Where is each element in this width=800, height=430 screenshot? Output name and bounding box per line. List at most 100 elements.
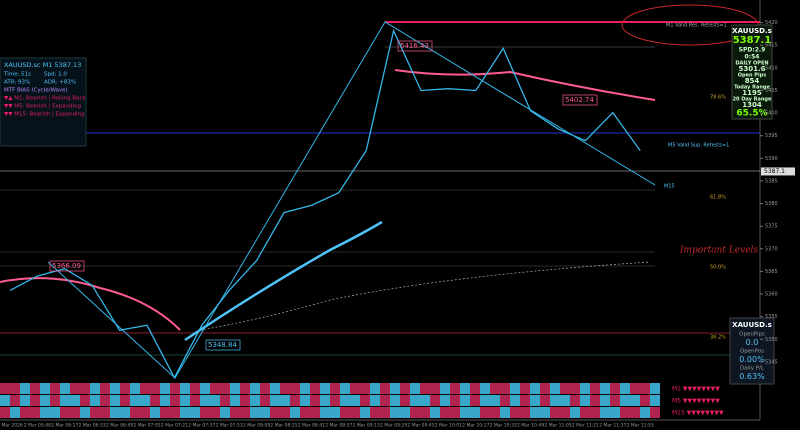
indicator-block — [440, 395, 450, 406]
indicator-block — [70, 383, 80, 394]
indicator-block — [520, 395, 530, 406]
panel-line: Daily P/L — [740, 366, 765, 372]
indicator-block — [160, 395, 170, 406]
x-tick-label: 2 Mar 10:01 — [435, 423, 462, 429]
indicator-block — [490, 383, 500, 394]
y-tick-label: 5360 — [765, 292, 778, 298]
indicator-block — [320, 383, 330, 394]
indicator-block — [40, 395, 50, 406]
indicator-block — [170, 395, 180, 406]
indicator-block — [610, 407, 620, 418]
indicator-block — [530, 383, 540, 394]
indicator-block — [520, 383, 530, 394]
y-tick-label: 5390 — [765, 156, 778, 162]
indicator-block — [270, 407, 280, 418]
indicator-block — [260, 383, 270, 394]
indicator-block — [10, 407, 20, 418]
indicator-block — [440, 407, 450, 418]
indicator-label: M15 ▼▼▼▼▼▼▼▼ — [672, 410, 724, 417]
indicator-block — [510, 383, 520, 394]
y-tick-label: 5420 — [765, 20, 778, 26]
indicator-block — [550, 395, 560, 406]
indicator-block — [160, 383, 170, 394]
indicator-block — [390, 407, 400, 418]
indicator-block — [630, 395, 640, 406]
indicator-block — [300, 395, 310, 406]
panel-line: 1195 — [742, 89, 762, 97]
indicator-block — [270, 395, 280, 406]
y-tick-label: 5375 — [765, 224, 778, 230]
indicator-block — [230, 383, 240, 394]
moving-average — [0, 69, 656, 331]
indicator-block — [200, 407, 210, 418]
panel-line: ▼▼ M15: Bearish | Expanding — [4, 112, 85, 118]
indicator-block — [530, 395, 540, 406]
indicator-block — [190, 383, 200, 394]
indicator-block — [20, 395, 30, 406]
indicator-block — [540, 407, 550, 418]
indicator-block — [390, 395, 400, 406]
indicator-block — [570, 407, 580, 418]
x-tick-label: 2 Mar 08:41 — [298, 423, 325, 429]
indicator-block — [210, 383, 220, 394]
indicator-block — [10, 383, 20, 394]
indicator-block — [440, 383, 450, 394]
y-tick-label: 5365 — [765, 269, 778, 275]
indicator-block — [220, 383, 230, 394]
indicator-block — [500, 395, 510, 406]
x-tick-label: 2 Mar 08:57 — [325, 423, 352, 429]
indicator-block — [590, 407, 600, 418]
indicator-block — [350, 395, 360, 406]
x-tick-label: 2 Mar 09:29 — [380, 423, 407, 429]
indicator-block — [220, 407, 230, 418]
indicator-block — [330, 383, 340, 394]
indicator-block — [280, 407, 290, 418]
indicator-block — [530, 407, 540, 418]
indicator-block — [460, 395, 470, 406]
indicator-block — [600, 395, 610, 406]
x-tick-label: 2 Mar 09:13 — [353, 423, 380, 429]
indicator-block — [350, 407, 360, 418]
indicator-block — [650, 407, 660, 418]
indicator-block — [170, 407, 180, 418]
y-tick-label: 5395 — [765, 133, 778, 139]
annotation: 5402.74 — [565, 96, 594, 104]
moving-average — [199, 261, 651, 331]
indicator-block — [90, 383, 100, 394]
y-tick-label: 5415 — [765, 43, 778, 49]
indicator-block — [640, 407, 650, 418]
indicator-block — [620, 395, 630, 406]
annotation: M15 — [664, 184, 675, 190]
panel-line: 0:54 — [745, 54, 760, 61]
indicator-block — [490, 395, 500, 406]
indicator-block — [280, 383, 290, 394]
indicator-block — [200, 383, 210, 394]
indicator-block — [190, 407, 200, 418]
indicator-block — [290, 407, 300, 418]
indicator-block — [500, 383, 510, 394]
indicator-block — [220, 395, 230, 406]
indicator-block — [590, 383, 600, 394]
indicator-block — [450, 383, 460, 394]
indicator-block — [110, 395, 120, 406]
x-tick-label: 2 Mar 07:05 — [133, 423, 160, 429]
indicator-block — [330, 407, 340, 418]
panel-line: ▼▲ M1: Bearish | Rolling Back — [4, 96, 86, 102]
indicator-block — [480, 383, 490, 394]
indicator-block — [630, 383, 640, 394]
annotation: 5348.84 — [208, 341, 237, 349]
indicator-block — [610, 395, 620, 406]
panel-title: XAUUSD.s — [732, 321, 772, 329]
panel-line: OpenPos — [740, 349, 764, 355]
indicator-label: M5 ▼▼▼▼▼▼▼▼ — [672, 398, 720, 405]
panel-line: Spd: 1.0 — [44, 72, 67, 78]
indicator-block — [540, 395, 550, 406]
indicator-block — [120, 395, 130, 406]
indicator-block — [370, 407, 380, 418]
indicator-block — [450, 407, 460, 418]
indicator-block — [60, 395, 70, 406]
indicator-block — [0, 383, 10, 394]
panel-title: XAUUSD.sc M1 5387.13 — [4, 61, 81, 69]
